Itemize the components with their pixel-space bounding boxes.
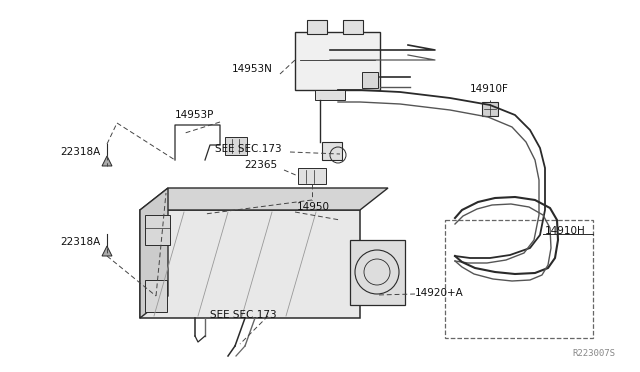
Bar — [307, 20, 327, 34]
Text: 14950: 14950 — [297, 202, 330, 212]
Bar — [140, 210, 360, 318]
Polygon shape — [102, 156, 112, 166]
Bar — [362, 72, 378, 88]
Bar — [225, 137, 247, 155]
Polygon shape — [140, 188, 388, 210]
Bar — [145, 280, 167, 312]
Bar — [295, 32, 380, 90]
Text: R223007S: R223007S — [572, 349, 615, 358]
Polygon shape — [140, 188, 168, 318]
Text: SEE SEC.173: SEE SEC.173 — [210, 310, 276, 320]
Bar — [322, 142, 342, 160]
Text: 14910H: 14910H — [545, 226, 586, 236]
Text: 22318A: 22318A — [60, 147, 100, 157]
Bar — [350, 240, 405, 305]
Bar — [343, 20, 363, 34]
Bar — [445, 220, 593, 338]
Text: 14920+A: 14920+A — [415, 288, 464, 298]
Bar — [315, 90, 345, 100]
Text: 14953N: 14953N — [232, 64, 273, 74]
Text: 22365: 22365 — [244, 160, 277, 170]
Bar — [482, 102, 498, 116]
Text: 14953P: 14953P — [175, 110, 214, 120]
Text: 14910F: 14910F — [470, 84, 509, 94]
Bar — [298, 168, 326, 184]
Text: SEE SEC.173: SEE SEC.173 — [215, 144, 282, 154]
Bar — [145, 215, 170, 245]
Text: 22318A: 22318A — [60, 237, 100, 247]
Polygon shape — [102, 246, 112, 256]
